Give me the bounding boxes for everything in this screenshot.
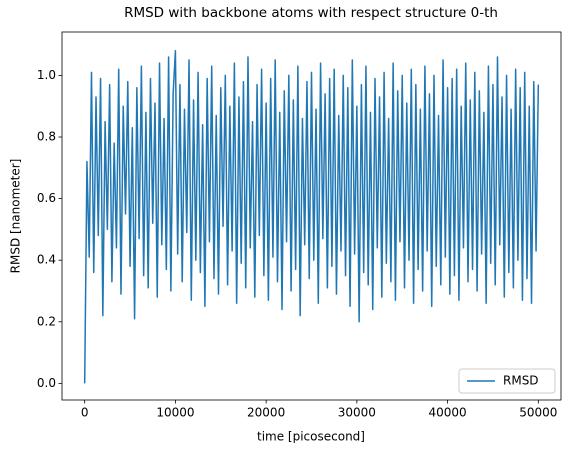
- x-tick-label: 10000: [156, 406, 194, 420]
- x-tick-label: 20000: [247, 406, 285, 420]
- legend-box: [458, 368, 556, 394]
- x-tick-label: 50000: [519, 406, 557, 420]
- x-tick-label: 0: [81, 406, 89, 420]
- y-tick-label: 0.4: [37, 253, 56, 267]
- y-tick-label: 0.0: [37, 376, 56, 390]
- plot-frame: [61, 31, 562, 401]
- y-tick-label: 0.2: [37, 314, 56, 328]
- legend-label: RMSD: [503, 374, 539, 388]
- y-tick-label: 0.8: [37, 130, 56, 144]
- x-tick-label: 30000: [338, 406, 376, 420]
- x-axis-label: time [picosecond]: [257, 430, 365, 444]
- y-tick-label: 1.0: [37, 68, 56, 82]
- chart-title: RMSD with backbone atoms with respect st…: [124, 5, 498, 21]
- data-line: [83, 50, 540, 384]
- y-tick-label: 0.6: [37, 191, 56, 205]
- x-tick-label: 40000: [428, 406, 466, 420]
- y-axis-label: RMSD [nanometer]: [9, 159, 23, 274]
